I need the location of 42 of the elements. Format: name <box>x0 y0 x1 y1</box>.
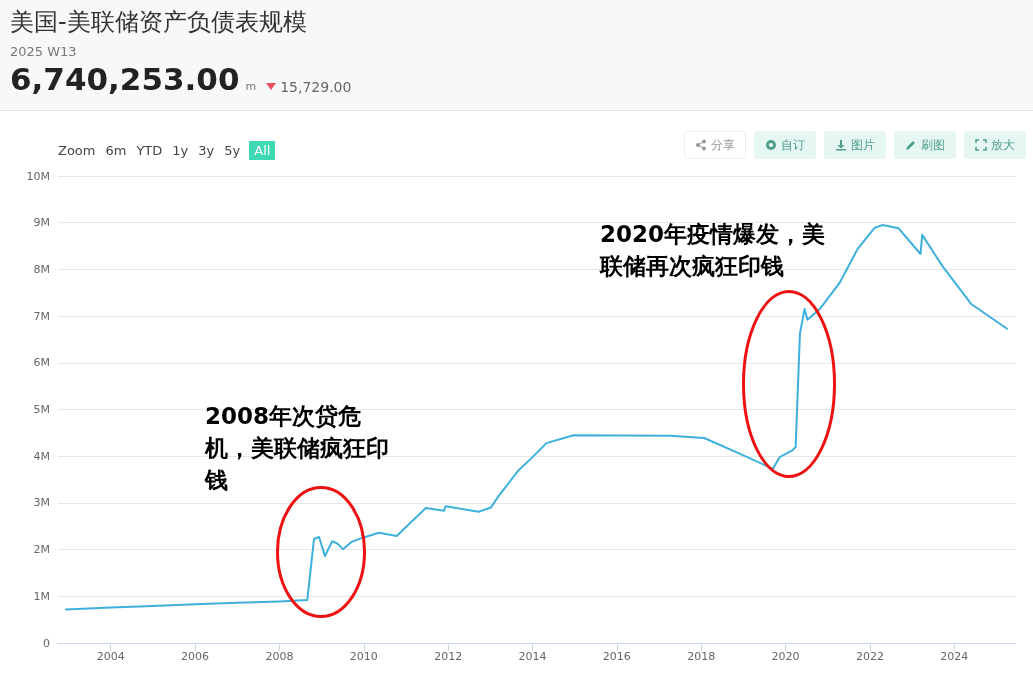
x-tick-label: 2008 <box>265 650 294 663</box>
x-tick-label: 2022 <box>855 650 884 663</box>
y-tick-label: 6M <box>33 356 50 370</box>
x-tick-label: 2012 <box>434 650 463 663</box>
annotation: 2008年次贷危机，美联储疯狂印钱 <box>205 402 390 495</box>
text: YTD <box>135 142 164 160</box>
text: 图片 <box>824 131 886 159</box>
chart-title: 美国-美联储资产负债表规模 <box>10 7 308 38</box>
text: 5y <box>223 142 242 160</box>
y-tick-label: 3M <box>33 496 50 510</box>
text: Zoom <box>57 142 97 160</box>
x-tick-label: 2020 <box>771 650 800 663</box>
line-series <box>65 224 1008 611</box>
text: 15,729.00 <box>279 78 352 95</box>
text: m <box>245 80 257 93</box>
y-tick-label: 0 <box>43 636 50 650</box>
x-tick-label: 2006 <box>181 650 210 663</box>
text: 放大 <box>964 131 1026 159</box>
y-tick-label: 4M <box>33 449 50 463</box>
x-tick-label: 2018 <box>687 650 716 663</box>
text: 刷图 <box>894 131 956 159</box>
x-tick-label: 2010 <box>349 650 378 663</box>
text: 6m <box>104 142 128 160</box>
x-tick-label: 2004 <box>96 650 125 663</box>
x-tick-label: 2014 <box>518 650 547 663</box>
y-tick-label: 5M <box>33 403 50 416</box>
text: 3y <box>197 142 216 160</box>
y-tick-label: 2M <box>33 543 50 557</box>
y-tick-label: 10M <box>26 169 50 183</box>
y-tick-label: 7M <box>33 309 50 323</box>
annotation: 2020年疫情爆发，美联储再次疯狂印钱 <box>600 220 826 281</box>
y-tick-label: 9M <box>33 216 50 230</box>
text: All <box>249 141 276 160</box>
text: 6,740,253.00 <box>10 61 240 97</box>
x-tick-label: 2024 <box>940 650 969 663</box>
x-tick-label: 2016 <box>602 650 631 663</box>
y-tick-label: 8M <box>33 262 50 276</box>
text: 自订 <box>754 131 816 159</box>
text: 1y <box>171 142 190 160</box>
y-tick-label: 1M <box>33 589 50 603</box>
chart-subtitle: 2025 W13 <box>10 44 78 59</box>
text: 分享 <box>684 131 746 159</box>
